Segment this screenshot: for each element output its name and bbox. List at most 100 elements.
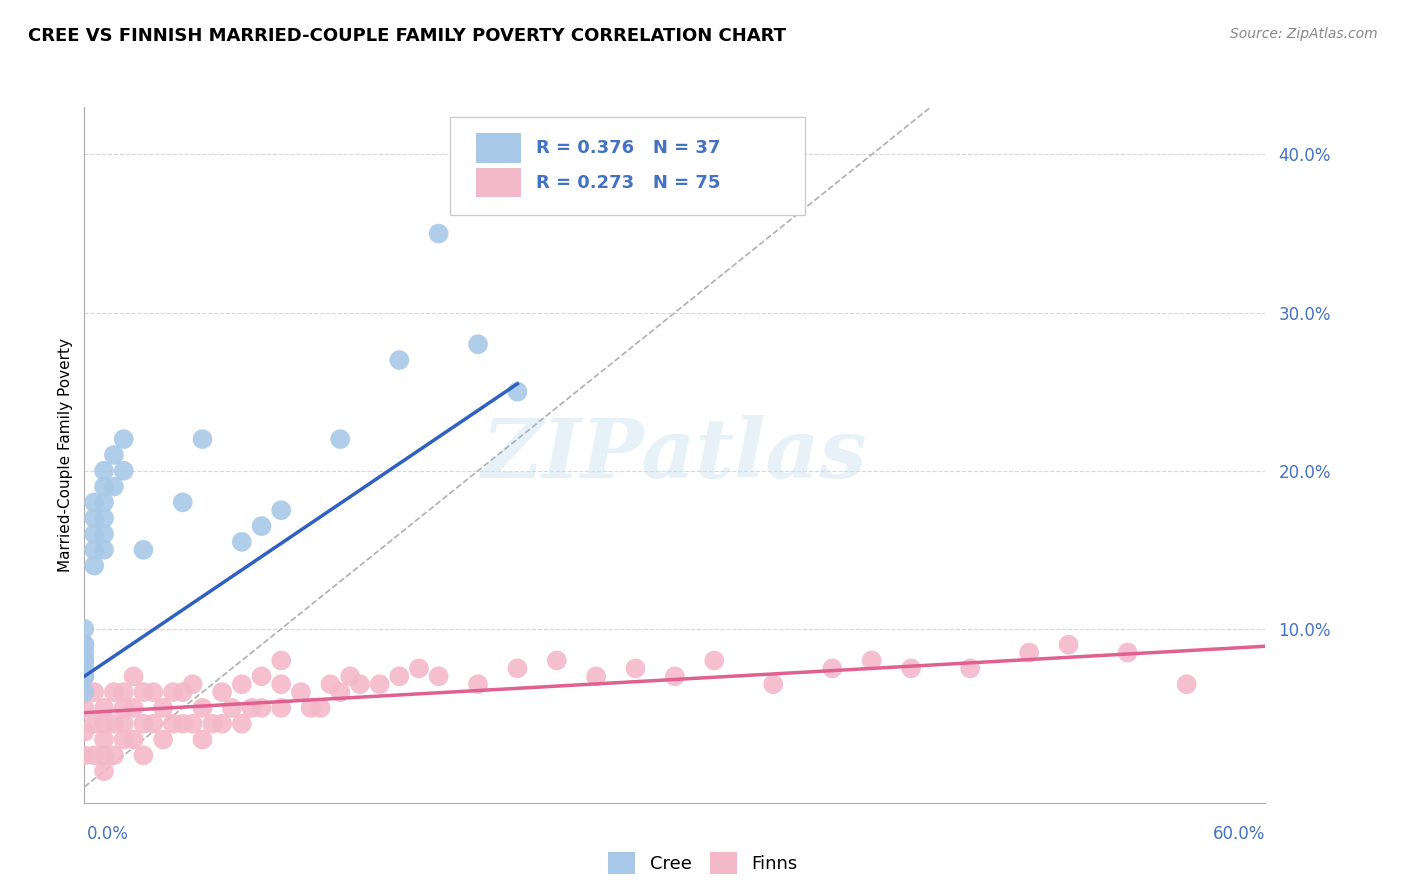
Point [103,479,125,493]
Point [132,542,155,557]
Point [122,669,145,683]
Point [703,653,725,667]
Point [270,653,292,667]
Point [506,661,529,675]
Text: R = 0.273   N = 75: R = 0.273 N = 75 [536,174,720,192]
Point [486,194,509,209]
Point [546,653,568,667]
Point [191,701,214,715]
Point [467,337,489,351]
Point [201,716,224,731]
Point [103,716,125,731]
Point [103,448,125,462]
Point [860,653,883,667]
Point [83,748,105,763]
Point [290,685,312,699]
Point [93,495,115,509]
Point [122,732,145,747]
Point [93,732,115,747]
Point [240,701,263,715]
Point [83,542,105,557]
Point [172,685,194,699]
Point [329,685,352,699]
Point [73,622,96,636]
FancyBboxPatch shape [450,118,804,215]
Point [231,677,253,691]
Point [73,701,96,715]
Point [585,669,607,683]
Point [73,669,96,683]
Bar [477,169,522,197]
Point [231,716,253,731]
Point [162,685,184,699]
Point [93,542,115,557]
Point [112,464,135,478]
Point [181,677,204,691]
Point [664,669,686,683]
Point [1018,646,1040,660]
Point [1175,677,1198,691]
Point [73,653,96,667]
Point [132,748,155,763]
Text: Source: ZipAtlas.com: Source: ZipAtlas.com [1230,27,1378,41]
Point [1057,638,1080,652]
Point [309,701,332,715]
Point [112,701,135,715]
Point [152,701,174,715]
Point [231,534,253,549]
Point [93,716,115,731]
Point [388,353,411,368]
Point [112,732,135,747]
Text: R = 0.376   N = 37: R = 0.376 N = 37 [536,139,720,157]
Point [368,677,391,691]
Point [83,716,105,731]
Point [250,701,273,715]
Point [83,558,105,573]
Point [427,227,450,241]
Point [73,646,96,660]
Point [191,732,214,747]
Point [93,527,115,541]
Point [191,432,214,446]
Point [83,495,105,509]
Point [83,511,105,525]
Point [172,495,194,509]
Text: CREE VS FINNISH MARRIED-COUPLE FAMILY POVERTY CORRELATION CHART: CREE VS FINNISH MARRIED-COUPLE FAMILY PO… [28,27,786,45]
Point [900,661,922,675]
Text: 60.0%: 60.0% [1213,825,1265,843]
Point [83,685,105,699]
Point [112,685,135,699]
Text: 0.0%: 0.0% [87,825,129,843]
Point [73,685,96,699]
Point [467,677,489,691]
Point [427,669,450,683]
Point [299,701,322,715]
Point [93,764,115,779]
Point [142,685,165,699]
Point [624,661,647,675]
Point [73,724,96,739]
Point [349,677,371,691]
Point [112,716,135,731]
Point [93,511,115,525]
Point [270,701,292,715]
Point [181,716,204,731]
Point [93,701,115,715]
Point [270,503,292,517]
Point [83,527,105,541]
Point [408,661,430,675]
Point [93,748,115,763]
Point [821,661,844,675]
Point [211,685,233,699]
Bar [477,134,522,162]
Y-axis label: Married-Couple Family Poverty: Married-Couple Family Poverty [58,338,73,572]
Point [172,716,194,731]
Point [329,432,352,446]
Point [162,716,184,731]
Point [221,701,243,715]
Point [122,701,145,715]
Point [250,669,273,683]
Point [142,716,165,731]
Point [73,653,96,667]
Point [319,677,342,691]
